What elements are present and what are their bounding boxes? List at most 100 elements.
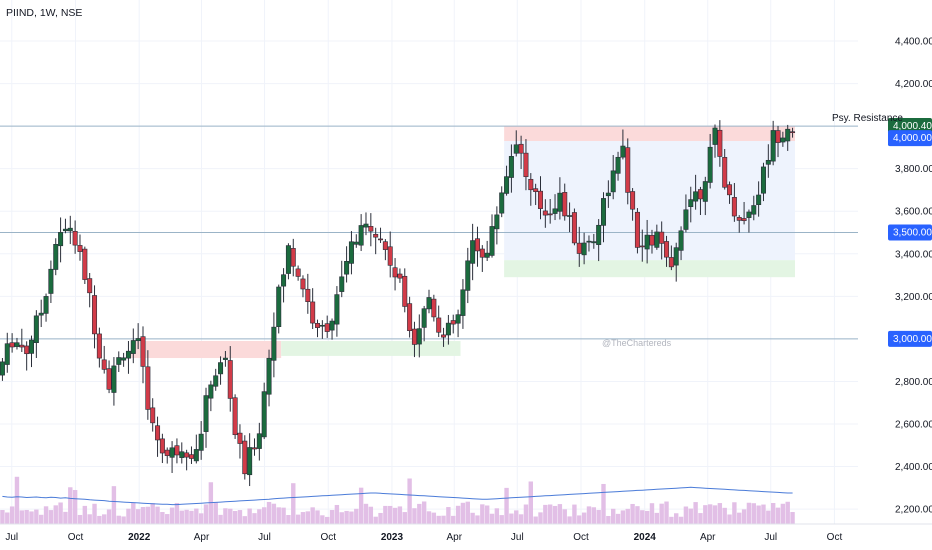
candle-body [285, 245, 291, 274]
volume-bar [39, 514, 44, 524]
volume-bar [155, 506, 160, 524]
x-tick-label: Oct [68, 532, 84, 543]
volume-bar [344, 510, 349, 524]
volume-bar [451, 515, 456, 524]
volume-bar [189, 510, 194, 524]
candle-body [368, 226, 374, 232]
volume-bar [68, 487, 73, 524]
candle-body [387, 246, 393, 266]
candle-body [392, 267, 398, 278]
volume-bar [790, 512, 795, 524]
x-tick-label: Oct [573, 532, 589, 543]
volume-bar [34, 509, 39, 524]
candle-body [508, 156, 514, 178]
candle-body [499, 192, 505, 214]
candle-body [542, 210, 548, 216]
volume-bar [557, 504, 563, 524]
volume-bar [97, 515, 102, 524]
zone-rect [504, 260, 795, 278]
candle-body [174, 445, 180, 456]
volume-bar [0, 510, 5, 524]
candle-body [208, 384, 214, 399]
volume-bar [310, 507, 315, 524]
candle-body [227, 360, 233, 399]
candle-body [547, 213, 553, 216]
price-tag [888, 330, 932, 347]
volume-bar [727, 514, 732, 524]
candle-body [780, 137, 786, 143]
candle-body [654, 231, 660, 248]
x-tick-label: 2022 [128, 532, 151, 543]
volume-bar [320, 515, 325, 524]
volume-bar [305, 511, 311, 524]
x-tick-label: Apr [446, 532, 462, 543]
candle-body [232, 397, 238, 436]
candle-body [305, 288, 311, 302]
volume-bar [334, 504, 340, 524]
volume-bar [5, 512, 10, 524]
volume-bar [397, 506, 403, 524]
volume-ma-line [2, 486, 793, 506]
x-tick-label: Apr [700, 532, 716, 543]
candle-body [310, 301, 316, 324]
candle-body [426, 297, 432, 310]
y-axis[interactable]: 2,200.00 2,400.00 2,600.00 2,800.00 3,000.00… [895, 37, 932, 516]
candle-body [441, 334, 447, 338]
zone-rect [130, 341, 282, 359]
volume-bar [770, 502, 776, 524]
volume-bar [407, 478, 412, 524]
candle-body [649, 235, 655, 246]
x-axis[interactable]: Jul Oct 2022 Apr Jul Oct 2023 Apr Jul Oct 2024 Apr J… [0, 523, 932, 543]
volume-bar [756, 505, 761, 524]
volume-bar [446, 507, 451, 524]
volume-bar [455, 505, 461, 524]
x-tick-label: Jul [511, 532, 524, 543]
volume-bar [606, 515, 611, 524]
candle-body [58, 232, 64, 247]
watermark: @TheChartereds [602, 338, 672, 348]
volume-bar [722, 507, 727, 524]
y-tick-label: 4,200.00 [895, 79, 932, 90]
candle-body [586, 240, 592, 243]
symbol-title[interactable]: PIIND, 1W, NSE [6, 7, 82, 19]
zone-rect [281, 341, 461, 356]
volume-bar [247, 508, 252, 524]
candle-body [14, 342, 20, 347]
volume-bar [412, 508, 417, 524]
volume-bar [465, 501, 470, 524]
candle-body [397, 273, 403, 279]
candle-body [140, 336, 146, 367]
candles [0, 120, 796, 487]
volume-bar [586, 506, 592, 524]
candle-body [159, 438, 165, 454]
volume-bar [402, 512, 407, 524]
candle-body [4, 343, 10, 365]
price-tag-text: 3,000.00 [893, 334, 932, 345]
candle-body [479, 248, 485, 258]
volume-bar [552, 505, 558, 524]
candle-body [470, 240, 476, 264]
volume-bar [43, 506, 49, 524]
volume-bar [591, 507, 597, 524]
candle-body [668, 257, 674, 268]
volume-bar [601, 483, 606, 524]
volume-bar [325, 516, 330, 524]
volume-bar [213, 502, 218, 524]
candle-body [722, 157, 728, 188]
candle-body [179, 451, 185, 458]
candle-body [96, 333, 102, 359]
candle-body [48, 268, 54, 294]
candle-body [518, 143, 524, 154]
candle-body [116, 357, 122, 365]
volume-bar [543, 504, 548, 524]
volume-bar [509, 513, 514, 524]
volume-bar [494, 508, 500, 524]
volume-bar [266, 501, 272, 524]
volume-bar [761, 504, 766, 524]
volume-bar [674, 513, 679, 524]
x-tick-label: Jul [258, 532, 271, 543]
candle-body [53, 244, 59, 270]
candle-body [193, 449, 199, 462]
candle-body [358, 225, 364, 246]
